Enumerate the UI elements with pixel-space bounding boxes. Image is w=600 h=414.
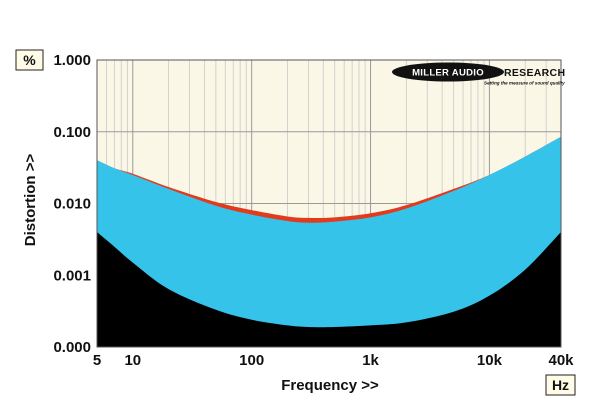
blue-distortion-area — [97, 136, 561, 347]
plot-border — [96, 59, 562, 348]
data-areas — [97, 136, 561, 347]
x-axis-title: Frequency >> — [281, 377, 379, 394]
y-unit-box — [15, 49, 44, 71]
logo-tagline: Setting the measure of sound quality — [484, 81, 565, 86]
y-tick-label: 0.000 — [53, 339, 91, 356]
logo-oval — [392, 62, 504, 82]
miller-audio-research-logo: MILLER AUDIO RESEARCH Setting the measur… — [392, 62, 565, 86]
x-tick-label: 40k — [548, 352, 574, 369]
x-unit-label: Hz — [552, 377, 569, 393]
y-tick-label: 0.010 — [53, 196, 91, 213]
y-tick-label: 0.001 — [53, 267, 91, 284]
x-tick-label: 10k — [477, 352, 503, 369]
x-tick-label: 100 — [239, 352, 264, 369]
y-unit-label: % — [23, 52, 36, 68]
logo-brand-right: RESEARCH — [504, 67, 565, 79]
y-tick-label: 1.000 — [53, 52, 91, 69]
x-tick-label: 5 — [93, 352, 101, 369]
logo-brand-left: MILLER AUDIO — [412, 68, 484, 79]
y-tick-label: 0.100 — [53, 124, 91, 141]
y-axis-title: Distortion >> — [22, 154, 39, 247]
black-distortion-area — [97, 232, 561, 347]
y-tick-labels: 0.000 0.001 0.010 0.100 1.000 — [53, 52, 91, 356]
x-tick-labels: 5 10 100 1k 10k 40k — [93, 352, 574, 369]
x-tick-label: 1k — [362, 352, 379, 369]
x-tick-label: 10 — [124, 352, 141, 369]
x-unit-box — [545, 374, 576, 396]
